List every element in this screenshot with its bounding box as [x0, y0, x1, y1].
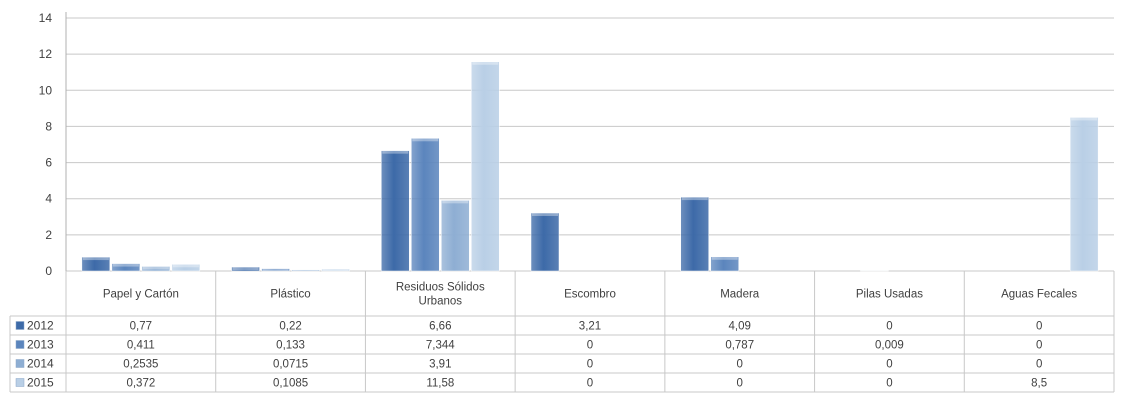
bar-2015-0	[171, 264, 201, 272]
bar-2012-4	[680, 196, 709, 272]
bar-highlight	[322, 269, 349, 271]
bar-2013-1	[261, 268, 290, 272]
data-label: 0,372	[126, 378, 155, 390]
legend-key-2013	[15, 340, 25, 349]
legend-label-2012: 2012	[27, 319, 54, 333]
data-label: 0	[1036, 340, 1042, 352]
data-label: 3,91	[429, 359, 451, 371]
bar-2015-6	[1069, 117, 1099, 272]
data-label: 0	[737, 359, 743, 371]
data-label: 8,5	[1031, 378, 1047, 390]
data-label: 3,21	[579, 321, 601, 333]
bar-highlight	[292, 269, 319, 271]
data-label: 0,411	[127, 340, 155, 352]
data-label: 7,344	[426, 340, 455, 352]
bar-highlight	[262, 268, 289, 271]
data-label: 0	[587, 378, 593, 390]
data-label: 0	[886, 321, 892, 333]
bar-highlight	[82, 257, 109, 261]
bar-2014-1	[291, 269, 320, 272]
bar-highlight	[472, 61, 499, 65]
data-label: 0,2535	[123, 359, 158, 371]
data-label: 0	[1036, 359, 1042, 371]
bar-highlight	[532, 212, 558, 216]
data-label: 11,58	[426, 378, 454, 390]
y-tick-label: 8	[45, 119, 52, 133]
bars	[81, 61, 1099, 272]
category-label-line: Madera	[720, 289, 760, 301]
data-label: 0	[1036, 321, 1042, 333]
bar-2012-3	[530, 212, 560, 272]
data-label: 0,0715	[273, 359, 308, 371]
bar-2012-1	[231, 266, 260, 272]
bar-2012-0	[81, 256, 111, 272]
y-tick-label: 10	[39, 83, 53, 97]
data-label: 6,66	[429, 321, 451, 333]
legend-label-2015: 2015	[27, 376, 54, 390]
data-label: 0	[587, 340, 593, 352]
bar-highlight	[412, 138, 439, 142]
bar-2013-2	[411, 138, 440, 272]
bar-2015-2	[471, 61, 500, 272]
data-label: 0,77	[130, 321, 152, 333]
bar-highlight	[112, 263, 139, 267]
legend-label-2014: 2014	[27, 357, 54, 371]
bar-highlight	[711, 256, 738, 260]
legend-key-2015	[15, 378, 25, 387]
bar-highlight	[382, 150, 409, 154]
legend-key-2014	[15, 359, 25, 368]
bar-highlight	[232, 267, 259, 271]
category-label-line: Urbanos	[419, 296, 463, 308]
y-tick-label: 12	[39, 47, 53, 61]
data-label: 0	[886, 359, 892, 371]
data-label: 0	[886, 378, 892, 390]
bar-2012-2	[381, 150, 410, 272]
bar-2014-0	[141, 266, 171, 272]
y-tick-label: 6	[45, 156, 52, 170]
y-tick-label: 14	[39, 11, 53, 25]
bar-highlight	[442, 200, 469, 204]
grid	[66, 17, 1114, 272]
data-label: 0,787	[725, 340, 754, 352]
bar-highlight	[681, 197, 708, 201]
bar-2014-2	[441, 200, 470, 272]
bar-highlight	[1071, 117, 1098, 121]
category-label-line: Papel y Cartón	[103, 289, 179, 301]
data-label: 0,133	[276, 340, 305, 352]
data-label: 0,22	[279, 321, 301, 333]
category-label-line: Escombro	[564, 289, 616, 301]
category-label: Aguas Fecales	[1001, 289, 1077, 301]
category-label: Residuos Sólidos Urbanos	[396, 282, 485, 308]
bar-2015-1	[321, 268, 350, 272]
y-tick-label: 4	[45, 192, 52, 206]
category-label: Madera	[720, 289, 760, 301]
data-label: 4,09	[729, 321, 751, 333]
category-label: Escombro	[564, 289, 616, 301]
category-label: Plástico	[270, 289, 310, 301]
category-label-line: Residuos Sólidos	[396, 282, 485, 294]
category-label: Papel y Cartón	[103, 289, 179, 301]
category-label-line: Aguas Fecales	[1001, 289, 1077, 301]
category-label-line: Plástico	[270, 289, 310, 301]
data-table: Papel y Cartón Plástico Residuos Sólidos Ur…	[9, 271, 1115, 393]
category-label-line: Pilas Usadas	[856, 289, 923, 301]
legend-key-2012	[15, 321, 25, 330]
bar-2013-0	[111, 263, 141, 272]
data-label: 0	[737, 378, 743, 390]
y-axis: 0 2 4 6 8 10 12 14	[39, 11, 67, 278]
data-label: 0,009	[875, 340, 904, 352]
y-tick-label: 0	[45, 264, 52, 278]
bar-2013-4	[710, 256, 739, 272]
y-tick-label: 2	[45, 228, 52, 242]
category-label: Pilas Usadas	[856, 289, 923, 301]
legend-label-2013: 2013	[27, 338, 54, 352]
bar-highlight	[142, 266, 169, 270]
bar-highlight	[172, 264, 199, 268]
data-label: 0	[587, 359, 593, 371]
data-label: 0,1085	[273, 378, 308, 390]
